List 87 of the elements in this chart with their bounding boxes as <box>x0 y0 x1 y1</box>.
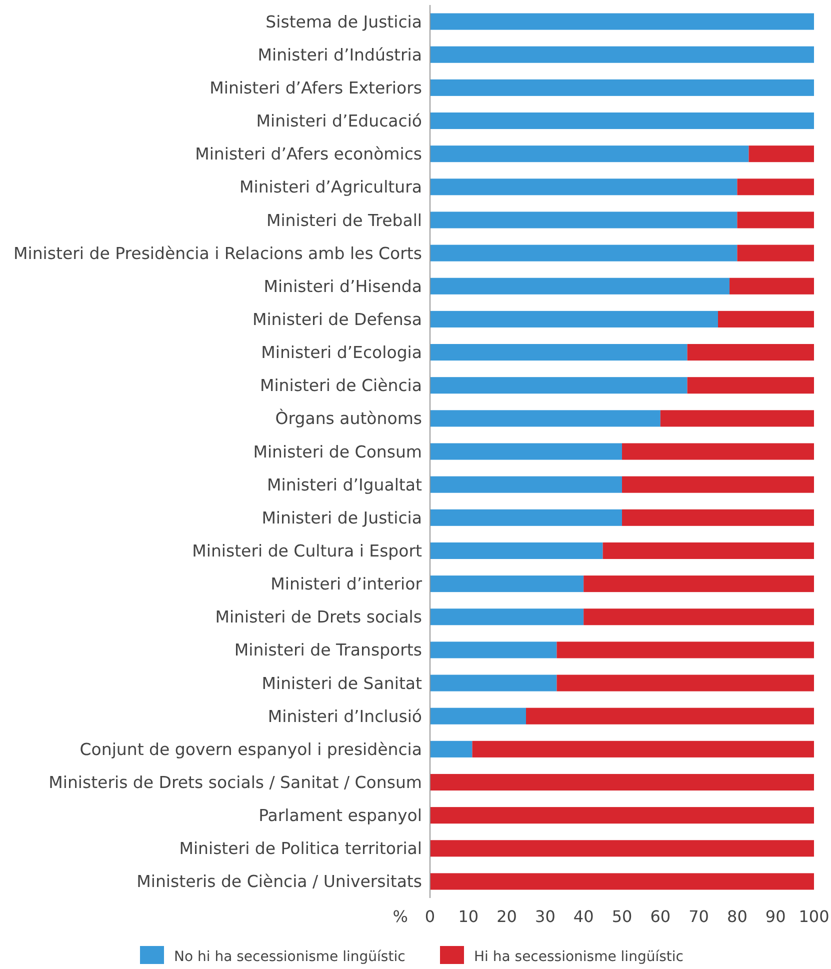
y-tick-label: Ministeri de Transports <box>234 640 422 660</box>
legend-label: Hi ha secessionisme lingüístic <box>474 949 684 966</box>
bar <box>584 608 814 626</box>
x-tick-label: 50 <box>612 907 632 926</box>
bar <box>430 542 603 559</box>
y-tick-label: Ministeri d’Inclusió <box>268 706 422 726</box>
y-tick-label: Ministeri de Consum <box>253 442 422 462</box>
bar <box>430 310 718 328</box>
y-tick-label: Ministeri d’Indústria <box>258 45 422 64</box>
bar <box>748 146 814 162</box>
bar <box>430 708 526 724</box>
bar <box>430 774 814 791</box>
y-tick-label: Ministeri de Defensa <box>252 310 422 329</box>
y-tick-label: Ministeri de Presidència i Relacions amb les Corts <box>14 244 422 263</box>
y-tick-label: Ministeri de Justicia <box>262 508 422 528</box>
legend-label: No hi ha secessionisme lingüístic <box>174 949 406 966</box>
bar <box>730 278 814 294</box>
y-tick-label: Ministeri d’Hisenda <box>264 276 422 296</box>
y-tick-label: Ministeri d’Igualtat <box>267 475 423 494</box>
bar <box>430 476 622 493</box>
bar <box>622 509 814 526</box>
bar <box>430 674 557 692</box>
x-tick-label: 90 <box>765 907 786 926</box>
bar <box>556 642 814 658</box>
y-tick-label: Ministeri de Treball <box>266 210 422 230</box>
bar <box>430 212 738 228</box>
x-tick-label: 0 <box>424 907 436 926</box>
y-tick-label: Ministeri d’Agricultura <box>240 178 422 197</box>
bar <box>430 807 814 824</box>
bar <box>687 377 814 394</box>
bar <box>584 576 814 592</box>
x-tick-label: 40 <box>573 907 594 926</box>
x-tick-label: 10 <box>458 907 479 926</box>
bar <box>737 212 814 228</box>
y-tick-label: Ministeris de Drets socials / Sanitat / Consum <box>48 773 422 792</box>
y-tick-label: Ministeri d’Ecologia <box>261 343 422 362</box>
y-tick-label: Ministeri d’interior <box>270 574 422 594</box>
bar <box>430 740 472 758</box>
bar <box>430 112 814 130</box>
y-tick-label: Ministeri de Cultura i Esport <box>192 541 423 560</box>
y-tick-label: Ministeri de Politica territorial <box>179 839 422 858</box>
y-tick-label: Òrgans autònoms <box>275 408 422 428</box>
bar <box>430 244 738 262</box>
bar <box>430 79 814 96</box>
y-tick-label: Ministeri d’Afers Exteriors <box>210 78 422 98</box>
y-tick-label: Ministeri de Drets socials <box>215 608 422 627</box>
y-tick-label: Parlament espanyol <box>258 806 422 826</box>
bar <box>526 708 814 724</box>
bar <box>430 840 814 857</box>
bar <box>660 410 814 427</box>
bar <box>622 476 814 493</box>
y-tick-label: Conjunt de govern espanyol i presidència <box>80 740 422 759</box>
x-tick-label: 100 <box>798 907 830 926</box>
bar <box>687 344 814 361</box>
bar <box>737 244 814 262</box>
bar <box>430 410 660 427</box>
bar <box>430 443 622 460</box>
bar <box>430 46 814 63</box>
bar <box>430 13 814 30</box>
bar <box>556 674 814 692</box>
y-tick-label: Ministeris de Ciència / Universitats <box>136 872 422 892</box>
x-tick-label: 80 <box>727 907 748 926</box>
bar <box>430 642 557 658</box>
x-tick-label: 30 <box>535 907 556 926</box>
bar <box>430 344 688 361</box>
bar <box>472 740 814 758</box>
y-tick-label: Sistema de Justicia <box>266 12 422 32</box>
bar <box>430 608 584 626</box>
bar <box>622 443 814 460</box>
x-tick-label: 60 <box>650 907 671 926</box>
bar <box>430 278 730 294</box>
y-tick-label: Ministeri de Ciència <box>260 376 422 396</box>
bar <box>430 576 584 592</box>
y-tick-label: Ministeri de Sanitat <box>262 674 423 693</box>
bar <box>430 146 749 162</box>
bar <box>737 178 814 196</box>
bar <box>430 873 814 890</box>
bar <box>602 542 814 559</box>
bar <box>430 509 622 526</box>
y-tick-label: Ministeri d’Educació <box>256 112 422 131</box>
bar <box>430 178 738 196</box>
x-axis-title: % <box>392 907 408 926</box>
y-tick-label: Ministeri d’Afers econòmics <box>195 144 422 164</box>
bar <box>430 377 688 394</box>
bar <box>718 310 814 328</box>
x-tick-label: 20 <box>496 907 517 926</box>
x-tick-label: 70 <box>688 907 709 926</box>
